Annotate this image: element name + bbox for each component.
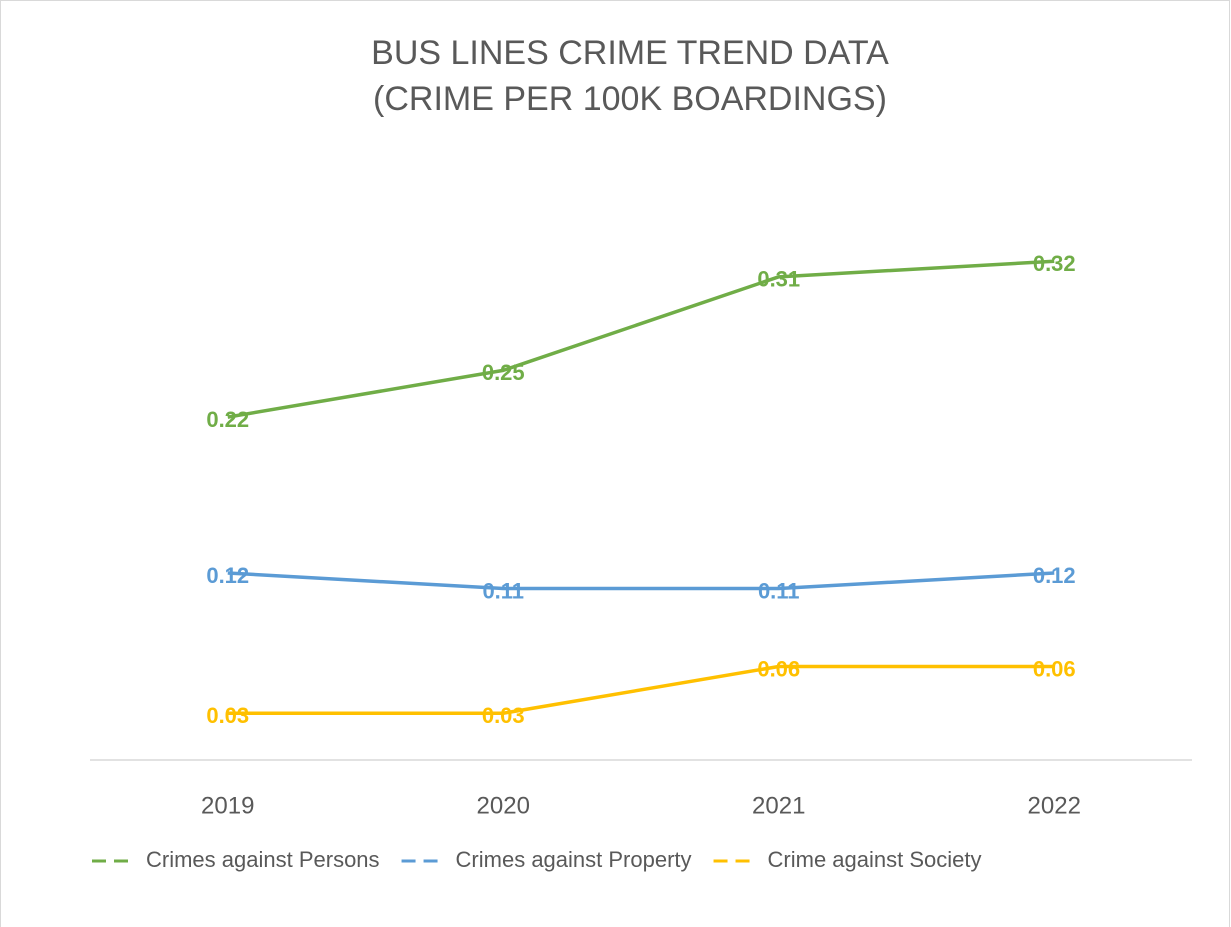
data-label: 0.11 [482, 578, 524, 603]
data-label: 0.06 [1033, 656, 1076, 681]
chart-subtitle: (CRIME PER 100K BOARDINGS) [373, 80, 887, 118]
x-tick-label: 2022 [1028, 792, 1081, 819]
series-line [227, 259, 1055, 419]
data-label: 0.12 [206, 563, 249, 588]
data-label: 0.11 [758, 578, 800, 603]
data-label: 0.03 [206, 703, 249, 728]
series-line [227, 571, 1055, 591]
data-label: 0.31 [757, 267, 800, 292]
data-label: 0.03 [482, 703, 525, 728]
data-label: 0.32 [1033, 251, 1076, 276]
legend-label: Crimes against Property [456, 847, 692, 872]
chart-title: BUS LINES CRIME TREND DATA [371, 34, 889, 72]
x-tick-label: 2019 [201, 792, 254, 819]
legend-label: Crime against Society [768, 847, 982, 872]
data-label: 0.25 [482, 360, 525, 385]
legend-label: Crimes against Persons [146, 847, 380, 872]
data-label: 0.12 [1033, 563, 1076, 588]
series-line [227, 664, 1055, 715]
data-label: 0.06 [757, 656, 800, 681]
x-tick-label: 2020 [477, 792, 530, 819]
data-label: 0.22 [206, 407, 249, 432]
x-tick-label: 2021 [752, 792, 805, 819]
